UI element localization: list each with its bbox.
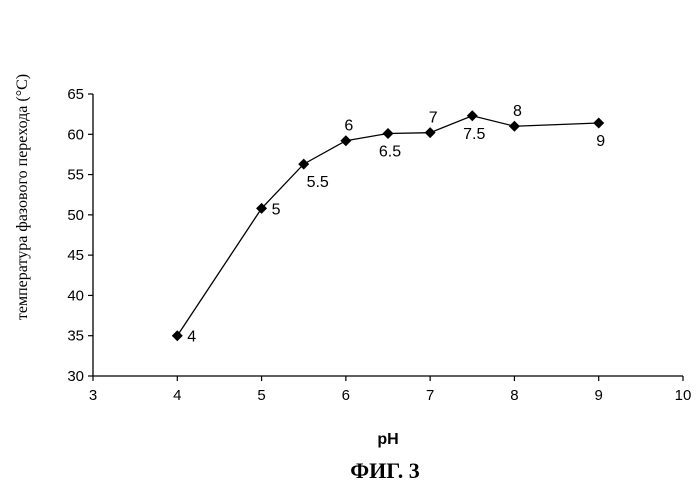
point-label: 9	[596, 133, 605, 150]
x-tick-label: 8	[510, 387, 518, 404]
x-tick-label: 6	[342, 387, 350, 404]
data-point-marker	[467, 110, 478, 121]
data-point-marker	[383, 128, 394, 139]
x-tick-label: 4	[173, 387, 181, 404]
data-point-marker	[509, 121, 520, 132]
point-label: 7	[429, 110, 438, 127]
figure-caption: ФИГ. 3	[350, 458, 420, 483]
point-label: 6	[344, 118, 353, 135]
y-tick-label: 60	[67, 126, 84, 143]
x-tick-label: 7	[426, 387, 434, 404]
y-tick-label: 35	[67, 328, 84, 345]
point-label: 8	[513, 103, 522, 120]
data-point-marker	[425, 127, 436, 138]
y-tick-label: 30	[67, 368, 84, 385]
data-point-marker	[172, 330, 183, 341]
x-tick-label: 10	[675, 387, 692, 404]
point-label: 6.5	[379, 143, 401, 160]
y-tick-label: 65	[67, 86, 84, 103]
y-tick-label: 55	[67, 167, 84, 184]
point-label: 7.5	[463, 126, 485, 143]
point-label: 5.5	[307, 174, 329, 191]
y-axis-label: температура фазового перехода (°C)	[14, 74, 31, 320]
point-labels: 4 5 5.5 6 6.5 7 7.5 8 9	[187, 103, 605, 345]
x-tick-label: 5	[257, 387, 265, 404]
x-axis-label: pH	[377, 431, 398, 448]
x-tick-label: 9	[595, 387, 603, 404]
y-tick-label: 50	[67, 207, 84, 224]
data-point-marker	[593, 118, 604, 129]
y-tick-label: 40	[67, 287, 84, 304]
data-point-marker	[340, 135, 351, 146]
y-tick-label: 45	[67, 247, 84, 264]
point-label: 5	[272, 201, 281, 218]
point-label: 4	[187, 329, 196, 346]
x-tick-label: 3	[89, 387, 97, 404]
